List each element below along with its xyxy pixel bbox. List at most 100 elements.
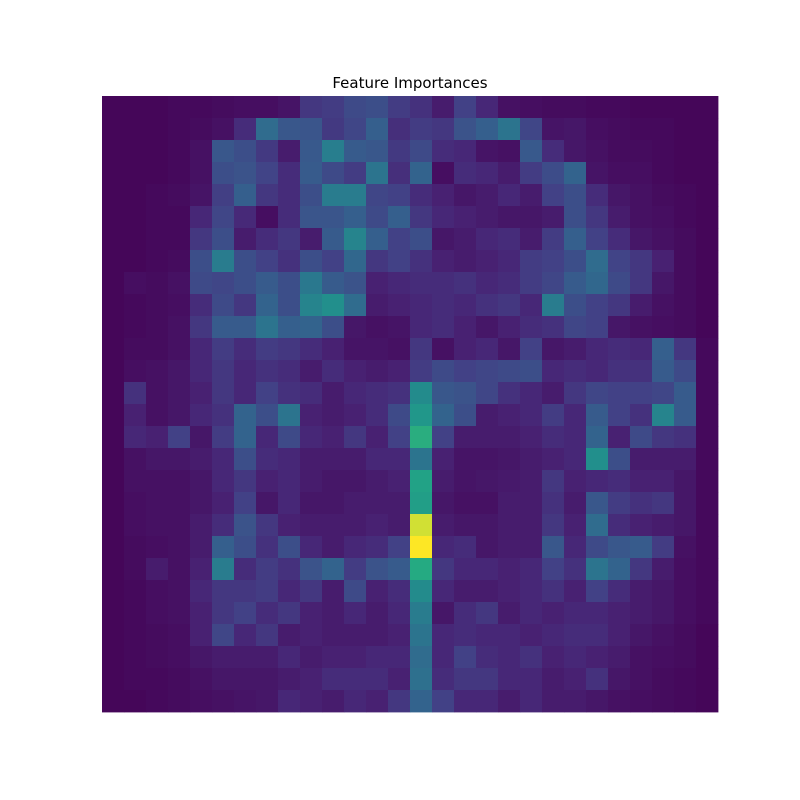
heatmap-cell: [608, 536, 631, 559]
heatmap-cell: [498, 206, 521, 229]
heatmap-cell: [432, 338, 455, 361]
heatmap-cell: [102, 228, 125, 251]
heatmap-cell: [542, 228, 565, 251]
heatmap-cell: [564, 426, 587, 449]
heatmap-cell: [168, 184, 191, 207]
heatmap-cell: [476, 250, 499, 273]
heatmap-cell: [234, 96, 257, 119]
heatmap-cell: [278, 602, 301, 625]
heatmap-cell: [278, 206, 301, 229]
heatmap-cell: [366, 96, 389, 119]
heatmap-cell: [168, 470, 191, 493]
heatmap-cell: [278, 558, 301, 581]
heatmap-cell: [388, 470, 411, 493]
heatmap-cell: [256, 558, 279, 581]
heatmap-cell: [696, 426, 719, 449]
heatmap-cell: [168, 360, 191, 383]
heatmap-cell: [190, 558, 213, 581]
heatmap-cell: [234, 514, 257, 537]
heatmap-cell: [124, 602, 147, 625]
heatmap-cell: [476, 206, 499, 229]
heatmap-cell: [344, 426, 367, 449]
heatmap-cell: [586, 250, 609, 273]
heatmap-cell: [168, 162, 191, 185]
heatmap-cell: [630, 514, 653, 537]
heatmap-cell: [498, 316, 521, 339]
heatmap-cell: [696, 470, 719, 493]
heatmap-cell: [212, 382, 235, 405]
heatmap-cell: [344, 690, 367, 713]
heatmap-cell: [212, 492, 235, 515]
heatmap-cell: [190, 668, 213, 691]
heatmap-cell: [476, 602, 499, 625]
heatmap-cell: [146, 206, 169, 229]
heatmap-cell: [256, 470, 279, 493]
heatmap-cell: [586, 580, 609, 603]
heatmap-cell: [168, 140, 191, 163]
heatmap-cell: [630, 426, 653, 449]
heatmap-cell: [630, 404, 653, 427]
heatmap-cell: [124, 140, 147, 163]
heatmap-cell: [608, 294, 631, 317]
heatmap-cell: [432, 668, 455, 691]
heatmap-cell: [586, 426, 609, 449]
heatmap-cell: [102, 624, 125, 647]
heatmap-cell: [278, 536, 301, 559]
heatmap-cell: [454, 272, 477, 295]
heatmap-cell: [146, 250, 169, 273]
heatmap-cell: [520, 96, 543, 119]
heatmap-cell: [124, 316, 147, 339]
heatmap-cell: [212, 272, 235, 295]
heatmap-cell: [674, 140, 697, 163]
heatmap-cell: [124, 184, 147, 207]
heatmap-cell: [212, 624, 235, 647]
heatmap-cell: [410, 316, 433, 339]
heatmap-cell: [520, 514, 543, 537]
heatmap-cell: [586, 338, 609, 361]
heatmap-cell: [476, 162, 499, 185]
heatmap-cell: [366, 228, 389, 251]
heatmap-cell: [124, 514, 147, 537]
heatmap-cell: [102, 470, 125, 493]
heatmap-cell: [300, 470, 323, 493]
heatmap-cell: [366, 162, 389, 185]
heatmap-cell: [652, 228, 675, 251]
heatmap-cell: [388, 426, 411, 449]
heatmap-cell: [168, 558, 191, 581]
heatmap-cell: [520, 404, 543, 427]
heatmap-cell: [674, 558, 697, 581]
heatmap-cell: [124, 206, 147, 229]
heatmap-cell: [278, 184, 301, 207]
heatmap-cell: [256, 492, 279, 515]
heatmap-cell: [476, 558, 499, 581]
heatmap-cell: [542, 646, 565, 669]
heatmap-cell: [190, 624, 213, 647]
heatmap-cell: [322, 536, 345, 559]
heatmap-cell: [124, 668, 147, 691]
heatmap-cell: [124, 162, 147, 185]
heatmap-cell: [366, 448, 389, 471]
heatmap-cell: [652, 404, 675, 427]
heatmap-cell: [432, 580, 455, 603]
heatmap-cell: [124, 580, 147, 603]
heatmap-cell: [212, 536, 235, 559]
heatmap-cell: [476, 470, 499, 493]
heatmap-cell: [278, 448, 301, 471]
heatmap-cell: [454, 404, 477, 427]
heatmap-cell: [520, 668, 543, 691]
heatmap-cell: [344, 316, 367, 339]
heatmap-cell: [190, 118, 213, 141]
heatmap-cell: [498, 646, 521, 669]
heatmap-cell: [476, 184, 499, 207]
heatmap-cell: [498, 536, 521, 559]
heatmap-grid: [102, 96, 719, 713]
heatmap-cell: [190, 206, 213, 229]
heatmap-cell: [322, 470, 345, 493]
heatmap-cell: [630, 272, 653, 295]
heatmap-cell: [366, 382, 389, 405]
heatmap-cell: [146, 690, 169, 713]
heatmap-cell: [190, 448, 213, 471]
heatmap-cell: [564, 162, 587, 185]
heatmap-cell: [542, 602, 565, 625]
heatmap-cell: [542, 580, 565, 603]
